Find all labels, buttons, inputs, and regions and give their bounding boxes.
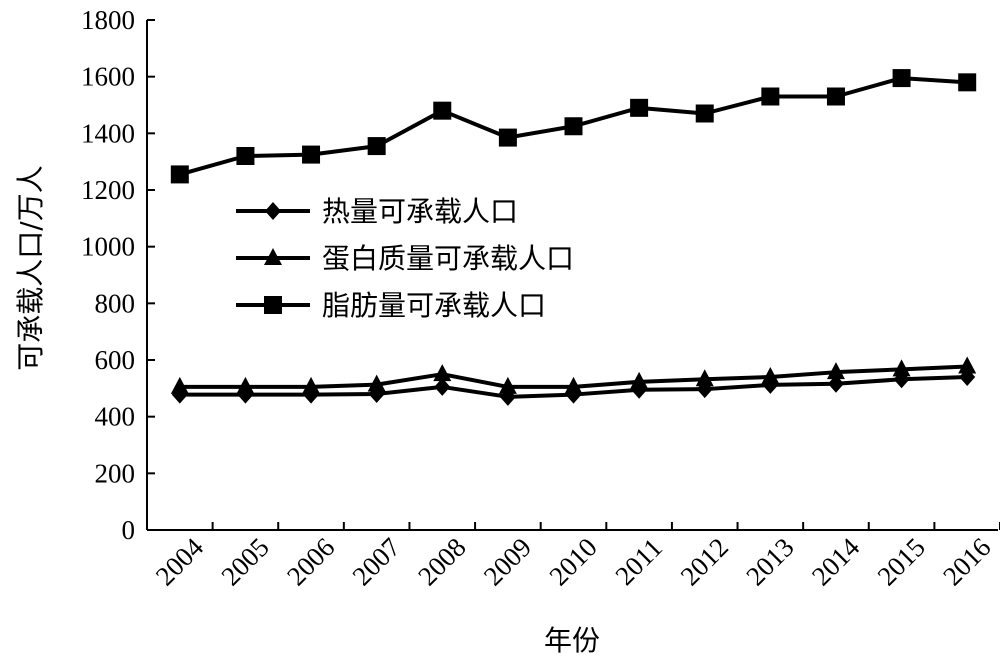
- y-tick-label: 1600: [81, 62, 135, 92]
- data-point: [892, 69, 911, 88]
- data-point: [827, 374, 844, 393]
- data-point: [367, 374, 386, 392]
- x-tick-label: 2014: [806, 532, 866, 592]
- y-tick-label: 0: [122, 515, 136, 545]
- y-tick-label: 600: [95, 345, 136, 375]
- y-tick-label: 1800: [81, 5, 135, 35]
- data-point: [958, 73, 977, 92]
- legend-label: 脂肪量可承载人口: [322, 289, 546, 322]
- data-point: [498, 128, 517, 147]
- data-point: [826, 362, 845, 380]
- data-point: [564, 117, 583, 136]
- series-square: [170, 69, 977, 184]
- x-tick-label: 2011: [609, 532, 668, 591]
- legend-item: 脂肪量可承载人口: [236, 289, 546, 322]
- data-point: [302, 376, 321, 394]
- y-tick-label: 400: [95, 402, 136, 432]
- legend-marker: [264, 296, 282, 314]
- legend-label: 热量可承载人口: [322, 195, 518, 228]
- x-tick-label: 2010: [543, 532, 602, 591]
- y-tick-label: 1000: [81, 232, 135, 262]
- x-tick-label: 2008: [412, 532, 471, 591]
- data-point: [170, 165, 189, 184]
- y-ticks: 0 200 400 600 800 1000 1200 1400 1600 1800: [81, 5, 155, 545]
- x-tick-label: 2016: [937, 532, 996, 591]
- data-point: [695, 104, 714, 123]
- x-tick-label: 2013: [740, 532, 799, 591]
- legend-label: 蛋白质量可承载人口: [322, 242, 574, 275]
- data-point: [892, 359, 911, 377]
- y-tick-label: 1400: [81, 118, 135, 148]
- data-point: [367, 137, 386, 156]
- y-tick-label: 800: [95, 288, 136, 318]
- series-triangle: [170, 356, 977, 394]
- y-axis-title: 可承载人口/万人: [14, 165, 47, 370]
- x-tick-label: 2012: [675, 532, 734, 591]
- data-point: [236, 147, 255, 165]
- data-point: [236, 376, 255, 394]
- data-point: [433, 364, 452, 382]
- data-point: [761, 367, 780, 384]
- x-ticks: 2004 2005 2006 2007 2008 2009 2010 2011 2012 2013…: [150, 522, 1000, 591]
- x-axis-title: 年份: [544, 624, 600, 657]
- data-point: [826, 87, 845, 106]
- data-point: [498, 376, 517, 394]
- data-point: [302, 145, 321, 164]
- x-tick-label: 2015: [872, 532, 931, 591]
- data-point: [630, 98, 649, 117]
- data-point: [433, 101, 452, 120]
- legend-marker: [264, 248, 282, 265]
- y-tick-label: 1200: [81, 175, 135, 205]
- legend-item: 蛋白质量可承载人口: [236, 242, 574, 275]
- x-tick-label: 2005: [215, 532, 274, 591]
- y-tick-label: 200: [95, 458, 136, 488]
- legend-marker: [265, 202, 281, 220]
- x-tick-label: 2006: [281, 532, 340, 591]
- data-point: [630, 371, 649, 389]
- data-point: [170, 376, 189, 394]
- x-tick-label: 2004: [150, 532, 210, 592]
- series-layer: [170, 69, 977, 406]
- data-point: [564, 376, 583, 394]
- x-tick-label: 2007: [347, 532, 406, 591]
- data-point: [434, 377, 451, 396]
- data-point: [958, 356, 977, 374]
- data-point: [695, 369, 714, 387]
- legend-item: 热量可承载人口: [236, 195, 518, 228]
- x-tick-label: 2009: [478, 532, 537, 591]
- data-point: [761, 87, 780, 106]
